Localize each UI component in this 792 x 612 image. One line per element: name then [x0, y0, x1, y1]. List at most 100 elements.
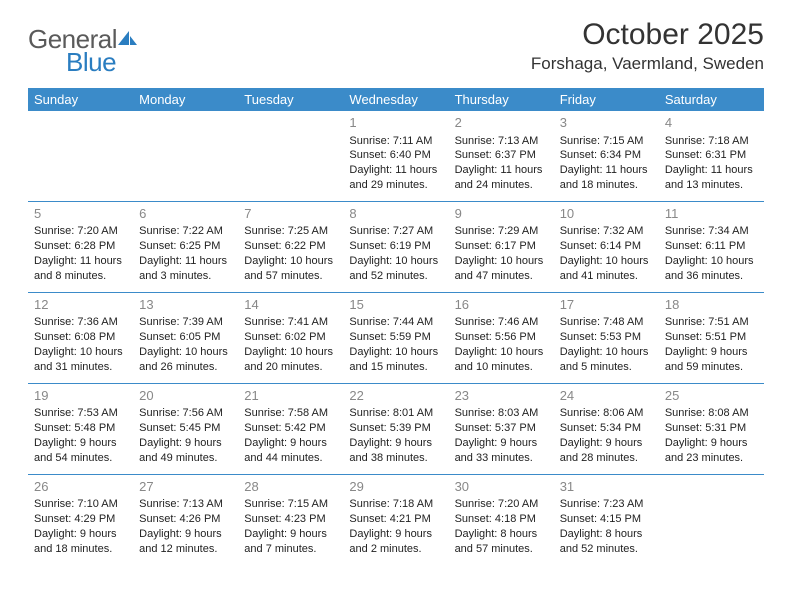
sunset-line: Sunset: 6:19 PM — [349, 239, 442, 254]
day-number: 29 — [349, 478, 442, 496]
sunset-line: Sunset: 4:23 PM — [244, 512, 337, 527]
calendar-cell: 22Sunrise: 8:01 AMSunset: 5:39 PMDayligh… — [343, 383, 448, 474]
daylight-line: Daylight: 9 hours and 54 minutes. — [34, 436, 127, 466]
sunrise-line: Sunrise: 8:08 AM — [665, 406, 758, 421]
sunrise-line: Sunrise: 7:41 AM — [244, 315, 337, 330]
day-number: 20 — [139, 387, 232, 405]
page-title: October 2025 — [531, 18, 764, 52]
day-number: 24 — [560, 387, 653, 405]
calendar-cell: 1Sunrise: 7:11 AMSunset: 6:40 PMDaylight… — [343, 111, 448, 201]
daylight-line: Daylight: 9 hours and 49 minutes. — [139, 436, 232, 466]
daylight-line: Daylight: 10 hours and 5 minutes. — [560, 345, 653, 375]
sunset-line: Sunset: 6:34 PM — [560, 148, 653, 163]
daylight-line: Daylight: 9 hours and 38 minutes. — [349, 436, 442, 466]
dow-header: Thursday — [449, 88, 554, 111]
day-number: 28 — [244, 478, 337, 496]
sunrise-line: Sunrise: 7:56 AM — [139, 406, 232, 421]
calendar-cell: 18Sunrise: 7:51 AMSunset: 5:51 PMDayligh… — [659, 292, 764, 383]
sunset-line: Sunset: 5:48 PM — [34, 421, 127, 436]
daylight-line: Daylight: 9 hours and 59 minutes. — [665, 345, 758, 375]
calendar-cell — [133, 111, 238, 201]
day-number: 11 — [665, 205, 758, 223]
sunset-line: Sunset: 4:29 PM — [34, 512, 127, 527]
day-number: 15 — [349, 296, 442, 314]
daylight-line: Daylight: 9 hours and 23 minutes. — [665, 436, 758, 466]
sunset-line: Sunset: 6:17 PM — [455, 239, 548, 254]
day-number: 31 — [560, 478, 653, 496]
sunset-line: Sunset: 6:28 PM — [34, 239, 127, 254]
sunrise-line: Sunrise: 7:46 AM — [455, 315, 548, 330]
daylight-line: Daylight: 11 hours and 13 minutes. — [665, 163, 758, 193]
sunrise-line: Sunrise: 7:18 AM — [665, 134, 758, 149]
day-number: 13 — [139, 296, 232, 314]
sunrise-line: Sunrise: 7:18 AM — [349, 497, 442, 512]
calendar-cell: 3Sunrise: 7:15 AMSunset: 6:34 PMDaylight… — [554, 111, 659, 201]
sunrise-line: Sunrise: 7:32 AM — [560, 224, 653, 239]
sunset-line: Sunset: 6:40 PM — [349, 148, 442, 163]
sunset-line: Sunset: 5:31 PM — [665, 421, 758, 436]
sunrise-line: Sunrise: 7:29 AM — [455, 224, 548, 239]
sunset-line: Sunset: 5:42 PM — [244, 421, 337, 436]
day-number: 1 — [349, 114, 442, 132]
day-number: 8 — [349, 205, 442, 223]
sunset-line: Sunset: 5:56 PM — [455, 330, 548, 345]
calendar-cell: 10Sunrise: 7:32 AMSunset: 6:14 PMDayligh… — [554, 201, 659, 292]
day-number: 17 — [560, 296, 653, 314]
day-number: 2 — [455, 114, 548, 132]
calendar-cell: 29Sunrise: 7:18 AMSunset: 4:21 PMDayligh… — [343, 474, 448, 564]
day-number: 26 — [34, 478, 127, 496]
calendar-cell — [659, 474, 764, 564]
sunset-line: Sunset: 6:14 PM — [560, 239, 653, 254]
calendar-cell — [28, 111, 133, 201]
sunrise-line: Sunrise: 7:13 AM — [139, 497, 232, 512]
daylight-line: Daylight: 11 hours and 18 minutes. — [560, 163, 653, 193]
sunset-line: Sunset: 4:21 PM — [349, 512, 442, 527]
calendar-cell: 25Sunrise: 8:08 AMSunset: 5:31 PMDayligh… — [659, 383, 764, 474]
day-number: 14 — [244, 296, 337, 314]
calendar-cell: 13Sunrise: 7:39 AMSunset: 6:05 PMDayligh… — [133, 292, 238, 383]
sunrise-line: Sunrise: 7:39 AM — [139, 315, 232, 330]
calendar-cell: 24Sunrise: 8:06 AMSunset: 5:34 PMDayligh… — [554, 383, 659, 474]
sunset-line: Sunset: 6:08 PM — [34, 330, 127, 345]
dow-header: Friday — [554, 88, 659, 111]
daylight-line: Daylight: 10 hours and 41 minutes. — [560, 254, 653, 284]
day-number: 23 — [455, 387, 548, 405]
location-text: Forshaga, Vaermland, Sweden — [531, 54, 764, 74]
day-number: 12 — [34, 296, 127, 314]
calendar-cell: 31Sunrise: 7:23 AMSunset: 4:15 PMDayligh… — [554, 474, 659, 564]
day-number: 30 — [455, 478, 548, 496]
day-number: 21 — [244, 387, 337, 405]
daylight-line: Daylight: 8 hours and 52 minutes. — [560, 527, 653, 557]
daylight-line: Daylight: 11 hours and 3 minutes. — [139, 254, 232, 284]
sunset-line: Sunset: 5:59 PM — [349, 330, 442, 345]
sunrise-line: Sunrise: 7:25 AM — [244, 224, 337, 239]
calendar-table: SundayMondayTuesdayWednesdayThursdayFrid… — [28, 88, 764, 565]
calendar-cell: 17Sunrise: 7:48 AMSunset: 5:53 PMDayligh… — [554, 292, 659, 383]
sunrise-line: Sunrise: 7:11 AM — [349, 134, 442, 149]
calendar-cell: 16Sunrise: 7:46 AMSunset: 5:56 PMDayligh… — [449, 292, 554, 383]
daylight-line: Daylight: 10 hours and 52 minutes. — [349, 254, 442, 284]
day-number: 19 — [34, 387, 127, 405]
daylight-line: Daylight: 9 hours and 2 minutes. — [349, 527, 442, 557]
day-number: 10 — [560, 205, 653, 223]
sunset-line: Sunset: 5:53 PM — [560, 330, 653, 345]
day-number: 7 — [244, 205, 337, 223]
calendar-cell: 14Sunrise: 7:41 AMSunset: 6:02 PMDayligh… — [238, 292, 343, 383]
daylight-line: Daylight: 10 hours and 31 minutes. — [34, 345, 127, 375]
daylight-line: Daylight: 10 hours and 10 minutes. — [455, 345, 548, 375]
calendar-cell: 23Sunrise: 8:03 AMSunset: 5:37 PMDayligh… — [449, 383, 554, 474]
day-number: 6 — [139, 205, 232, 223]
calendar-cell: 26Sunrise: 7:10 AMSunset: 4:29 PMDayligh… — [28, 474, 133, 564]
daylight-line: Daylight: 11 hours and 8 minutes. — [34, 254, 127, 284]
sunrise-line: Sunrise: 8:03 AM — [455, 406, 548, 421]
sunset-line: Sunset: 5:34 PM — [560, 421, 653, 436]
daylight-line: Daylight: 9 hours and 12 minutes. — [139, 527, 232, 557]
calendar-cell: 11Sunrise: 7:34 AMSunset: 6:11 PMDayligh… — [659, 201, 764, 292]
sunrise-line: Sunrise: 7:53 AM — [34, 406, 127, 421]
brand-sail-icon — [118, 30, 138, 51]
calendar-cell: 2Sunrise: 7:13 AMSunset: 6:37 PMDaylight… — [449, 111, 554, 201]
sunrise-line: Sunrise: 7:15 AM — [560, 134, 653, 149]
dow-header: Wednesday — [343, 88, 448, 111]
calendar-cell: 8Sunrise: 7:27 AMSunset: 6:19 PMDaylight… — [343, 201, 448, 292]
day-number: 5 — [34, 205, 127, 223]
